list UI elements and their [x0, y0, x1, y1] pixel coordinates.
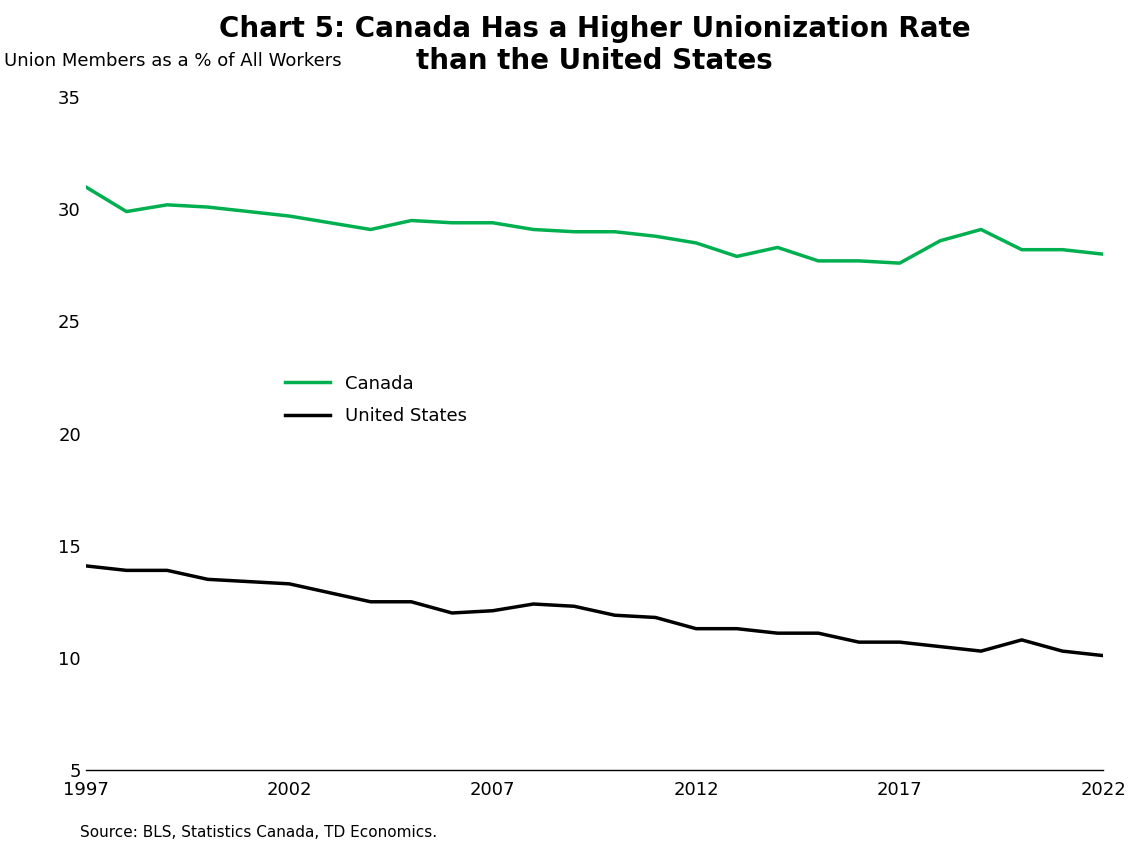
United States: [1014, 635, 1028, 645]
Canada: [120, 206, 133, 216]
Canada: [811, 256, 825, 266]
United States: [486, 605, 500, 616]
Canada: [892, 258, 906, 268]
Line: Canada: Canada: [86, 187, 1103, 263]
United States: [526, 599, 540, 609]
Canada: [689, 237, 703, 248]
United States: [730, 623, 744, 633]
Text: Union Members as a % of All Workers: Union Members as a % of All Workers: [5, 53, 342, 70]
United States: [974, 646, 988, 656]
Canada: [608, 226, 622, 237]
United States: [1055, 646, 1069, 656]
Canada: [974, 225, 988, 235]
Canada: [730, 251, 744, 261]
Canada: [323, 218, 337, 228]
United States: [79, 561, 92, 571]
Canada: [1014, 244, 1028, 254]
United States: [567, 601, 581, 611]
United States: [852, 637, 866, 647]
United States: [689, 623, 703, 633]
United States: [364, 597, 378, 607]
Canada: [282, 211, 296, 221]
Canada: [486, 218, 500, 228]
Canada: [404, 215, 418, 226]
United States: [201, 574, 215, 584]
United States: [608, 611, 622, 621]
Canada: [201, 202, 215, 212]
United States: [404, 597, 418, 607]
United States: [770, 628, 784, 639]
Canada: [1097, 249, 1110, 259]
United States: [1097, 650, 1110, 661]
United States: [648, 612, 662, 622]
Canada: [648, 232, 662, 242]
United States: [242, 577, 256, 587]
Line: United States: United States: [86, 566, 1103, 656]
Canada: [567, 226, 581, 237]
United States: [892, 637, 906, 647]
United States: [323, 588, 337, 598]
Canada: [770, 243, 784, 253]
United States: [282, 578, 296, 589]
Canada: [852, 256, 866, 266]
Text: Source: BLS, Statistics Canada, TD Economics.: Source: BLS, Statistics Canada, TD Econo…: [80, 824, 437, 840]
United States: [120, 566, 133, 576]
Canada: [79, 181, 92, 192]
Canada: [364, 225, 378, 235]
United States: [445, 608, 459, 618]
Canada: [160, 200, 173, 210]
Canada: [445, 218, 459, 228]
United States: [933, 642, 947, 652]
United States: [160, 566, 173, 576]
Canada: [1055, 244, 1069, 254]
Title: Chart 5: Canada Has a Higher Unionization Rate
than the United States: Chart 5: Canada Has a Higher Unionizatio…: [219, 15, 970, 75]
United States: [811, 628, 825, 639]
Canada: [242, 206, 256, 216]
Canada: [933, 236, 947, 246]
Legend: Canada, United States: Canada, United States: [278, 367, 474, 432]
Canada: [526, 225, 540, 235]
